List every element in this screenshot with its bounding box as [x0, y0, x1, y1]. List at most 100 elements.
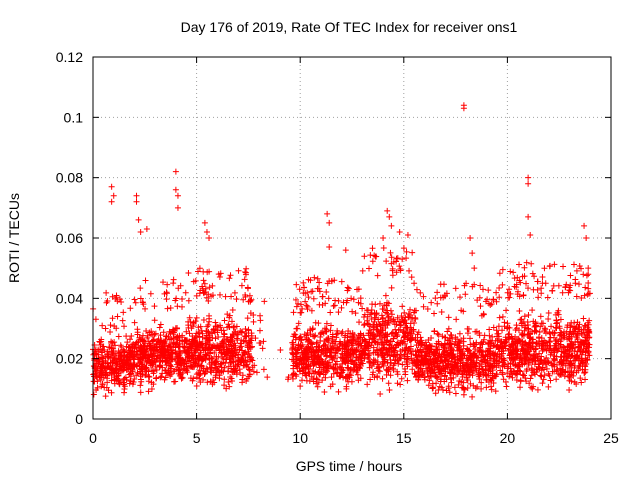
- x-tick-label: 25: [603, 430, 619, 446]
- data-point: [157, 332, 164, 339]
- data-point: [498, 338, 505, 345]
- data-point: [225, 347, 232, 354]
- data-point: [485, 347, 492, 354]
- data-point: [251, 362, 258, 369]
- data-point: [411, 307, 418, 314]
- data-point: [488, 386, 495, 393]
- data-point: [237, 358, 244, 365]
- data-point: [512, 347, 519, 354]
- data-point: [516, 261, 523, 268]
- data-point: [314, 285, 321, 292]
- data-point: [210, 326, 217, 333]
- data-point: [353, 346, 360, 353]
- data-point: [166, 342, 173, 349]
- data-point: [330, 302, 337, 309]
- data-point: [503, 383, 510, 390]
- data-point: [413, 286, 420, 293]
- data-point: [586, 344, 593, 351]
- y-tick-label: 0: [75, 411, 83, 427]
- data-point: [531, 324, 538, 331]
- data-point: [558, 332, 565, 339]
- data-point: [542, 280, 549, 287]
- data-point: [536, 357, 543, 364]
- data-point: [365, 330, 372, 337]
- data-point: [209, 355, 216, 362]
- data-point: [576, 344, 583, 351]
- data-point: [373, 310, 380, 317]
- data-point: [334, 330, 341, 337]
- data-point: [538, 367, 545, 374]
- data-point: [379, 305, 386, 312]
- data-point: [412, 352, 419, 359]
- data-point: [311, 274, 318, 281]
- data-point: [212, 335, 219, 342]
- data-point: [460, 308, 467, 315]
- data-point: [322, 341, 329, 348]
- data-point: [197, 287, 204, 294]
- data-point: [552, 324, 559, 331]
- data-point: [340, 355, 347, 362]
- data-point: [492, 388, 499, 395]
- data-point: [145, 338, 152, 345]
- data-point: [215, 343, 222, 350]
- data-point: [157, 374, 164, 381]
- data-point: [409, 249, 416, 256]
- data-point: [442, 348, 449, 355]
- data-point: [511, 275, 518, 282]
- data-point: [524, 345, 531, 352]
- ticks-layer: 0 5 10 15 20 25 0 0.02 0.04 0.06 0.08 0.1 0.12: [56, 49, 619, 446]
- data-point: [447, 347, 454, 354]
- data-point: [400, 338, 407, 345]
- data-point: [568, 378, 575, 385]
- data-point: [206, 284, 213, 291]
- data-point: [340, 367, 347, 374]
- data-point: [355, 286, 362, 293]
- data-point: [311, 333, 318, 340]
- data-point: [143, 225, 150, 232]
- data-point: [242, 326, 249, 333]
- data-point: [538, 290, 545, 297]
- x-tick-label: 20: [500, 430, 516, 446]
- data-point: [245, 326, 252, 333]
- data-point: [457, 294, 464, 301]
- data-point: [486, 332, 493, 339]
- data-point: [246, 366, 253, 373]
- data-point: [200, 268, 207, 275]
- data-point: [245, 348, 252, 355]
- data-point: [443, 387, 450, 394]
- data-point: [174, 303, 181, 310]
- data-point: [151, 303, 158, 310]
- data-point: [372, 253, 379, 260]
- data-point: [131, 319, 138, 326]
- data-point: [394, 371, 401, 378]
- data-point: [221, 382, 228, 389]
- data-point: [502, 336, 509, 343]
- data-point: [414, 331, 421, 338]
- data-point: [216, 273, 223, 280]
- data-point: [292, 331, 299, 338]
- data-point: [546, 330, 553, 337]
- data-point: [299, 377, 306, 384]
- data-point: [499, 350, 506, 357]
- data-point: [226, 314, 233, 321]
- data-point: [179, 295, 186, 302]
- data-point: [568, 331, 575, 338]
- data-point: [148, 386, 155, 393]
- data-point: [447, 374, 454, 381]
- data-point: [486, 326, 493, 333]
- data-point: [344, 375, 351, 382]
- data-point: [324, 365, 331, 372]
- data-point: [310, 295, 317, 302]
- data-point: [426, 377, 433, 384]
- data-point: [388, 254, 395, 261]
- data-point: [537, 323, 544, 330]
- data-point: [295, 300, 302, 307]
- data-point: [467, 235, 474, 241]
- data-point: [453, 316, 460, 323]
- data-point: [204, 379, 211, 386]
- data-point: [496, 345, 503, 352]
- data-point: [327, 322, 334, 329]
- data-point: [264, 374, 271, 381]
- data-point: [227, 272, 234, 279]
- data-point: [199, 344, 206, 351]
